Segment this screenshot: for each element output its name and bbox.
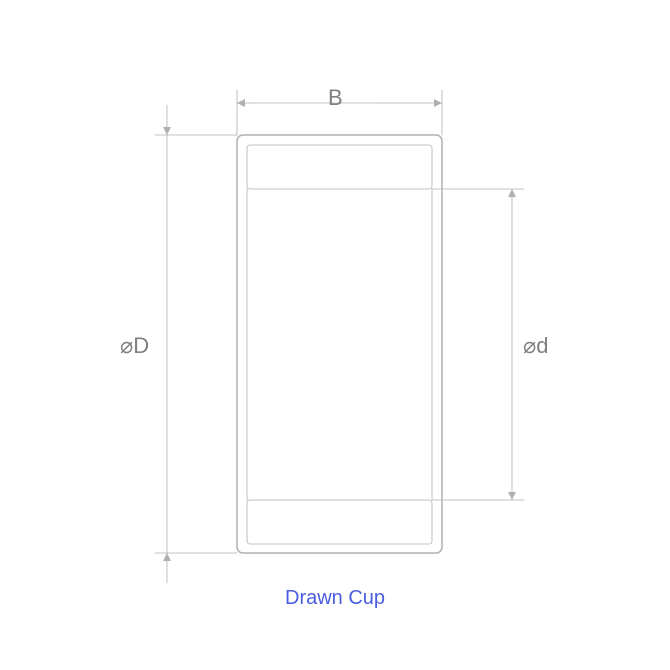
outer-diameter-dim-label: ⌀D	[120, 333, 149, 359]
diagram-title: Drawn Cup	[285, 587, 385, 610]
width-dim-label: B	[328, 85, 343, 111]
diagram-canvas: B ⌀D ⌀d Drawn Cup	[0, 0, 670, 670]
inner-diameter-dim-label: ⌀d	[523, 333, 548, 359]
